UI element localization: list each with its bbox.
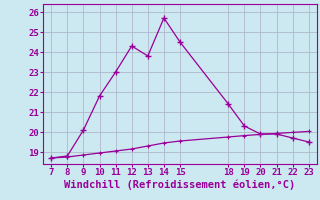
X-axis label: Windchill (Refroidissement éolien,°C): Windchill (Refroidissement éolien,°C) [64, 180, 296, 190]
